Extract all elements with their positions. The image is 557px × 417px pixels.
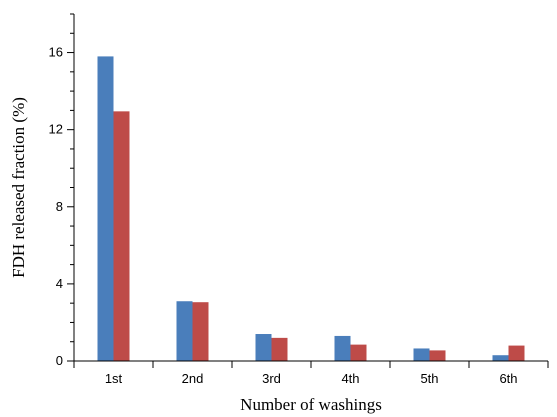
bar-series-2-6th bbox=[508, 345, 525, 361]
x-tick-label: 4th bbox=[341, 371, 359, 386]
y-axis-title: FDH released fraction (%) bbox=[9, 97, 28, 278]
bar-series-2-2nd bbox=[192, 302, 209, 361]
x-tick-label: 6th bbox=[499, 371, 517, 386]
bar-series-2-3rd bbox=[271, 337, 288, 361]
bar-series-1-6th bbox=[492, 355, 509, 361]
bar-series-1-4th bbox=[334, 335, 351, 361]
y-tick-label: 16 bbox=[49, 45, 63, 60]
y-tick-label: 0 bbox=[56, 353, 63, 368]
y-tick-label: 12 bbox=[49, 122, 63, 137]
x-tick-label: 3rd bbox=[262, 371, 281, 386]
bars-group bbox=[97, 56, 525, 362]
x-tick-label: 2nd bbox=[182, 371, 204, 386]
bar-series-2-5th bbox=[429, 350, 446, 361]
y-tick-label: 8 bbox=[56, 199, 63, 214]
x-axis-ticks: 1st 2nd 3rd 4th 5th 6th bbox=[73, 361, 549, 386]
x-axis-title: Number of washings bbox=[240, 395, 382, 414]
bar-series-2-1st bbox=[113, 111, 130, 361]
x-tick-label: 5th bbox=[420, 371, 438, 386]
bar-series-2-4th bbox=[350, 344, 367, 361]
bar-series-1-1st bbox=[97, 56, 114, 362]
y-axis-ticks: 0 4 8 12 16 bbox=[49, 13, 74, 368]
bar-series-1-5th bbox=[413, 348, 430, 361]
bar-series-1-2nd bbox=[176, 301, 193, 361]
y-tick-label: 4 bbox=[56, 276, 63, 291]
x-tick-label: 1st bbox=[105, 371, 123, 386]
bar-series-1-3rd bbox=[255, 334, 272, 361]
